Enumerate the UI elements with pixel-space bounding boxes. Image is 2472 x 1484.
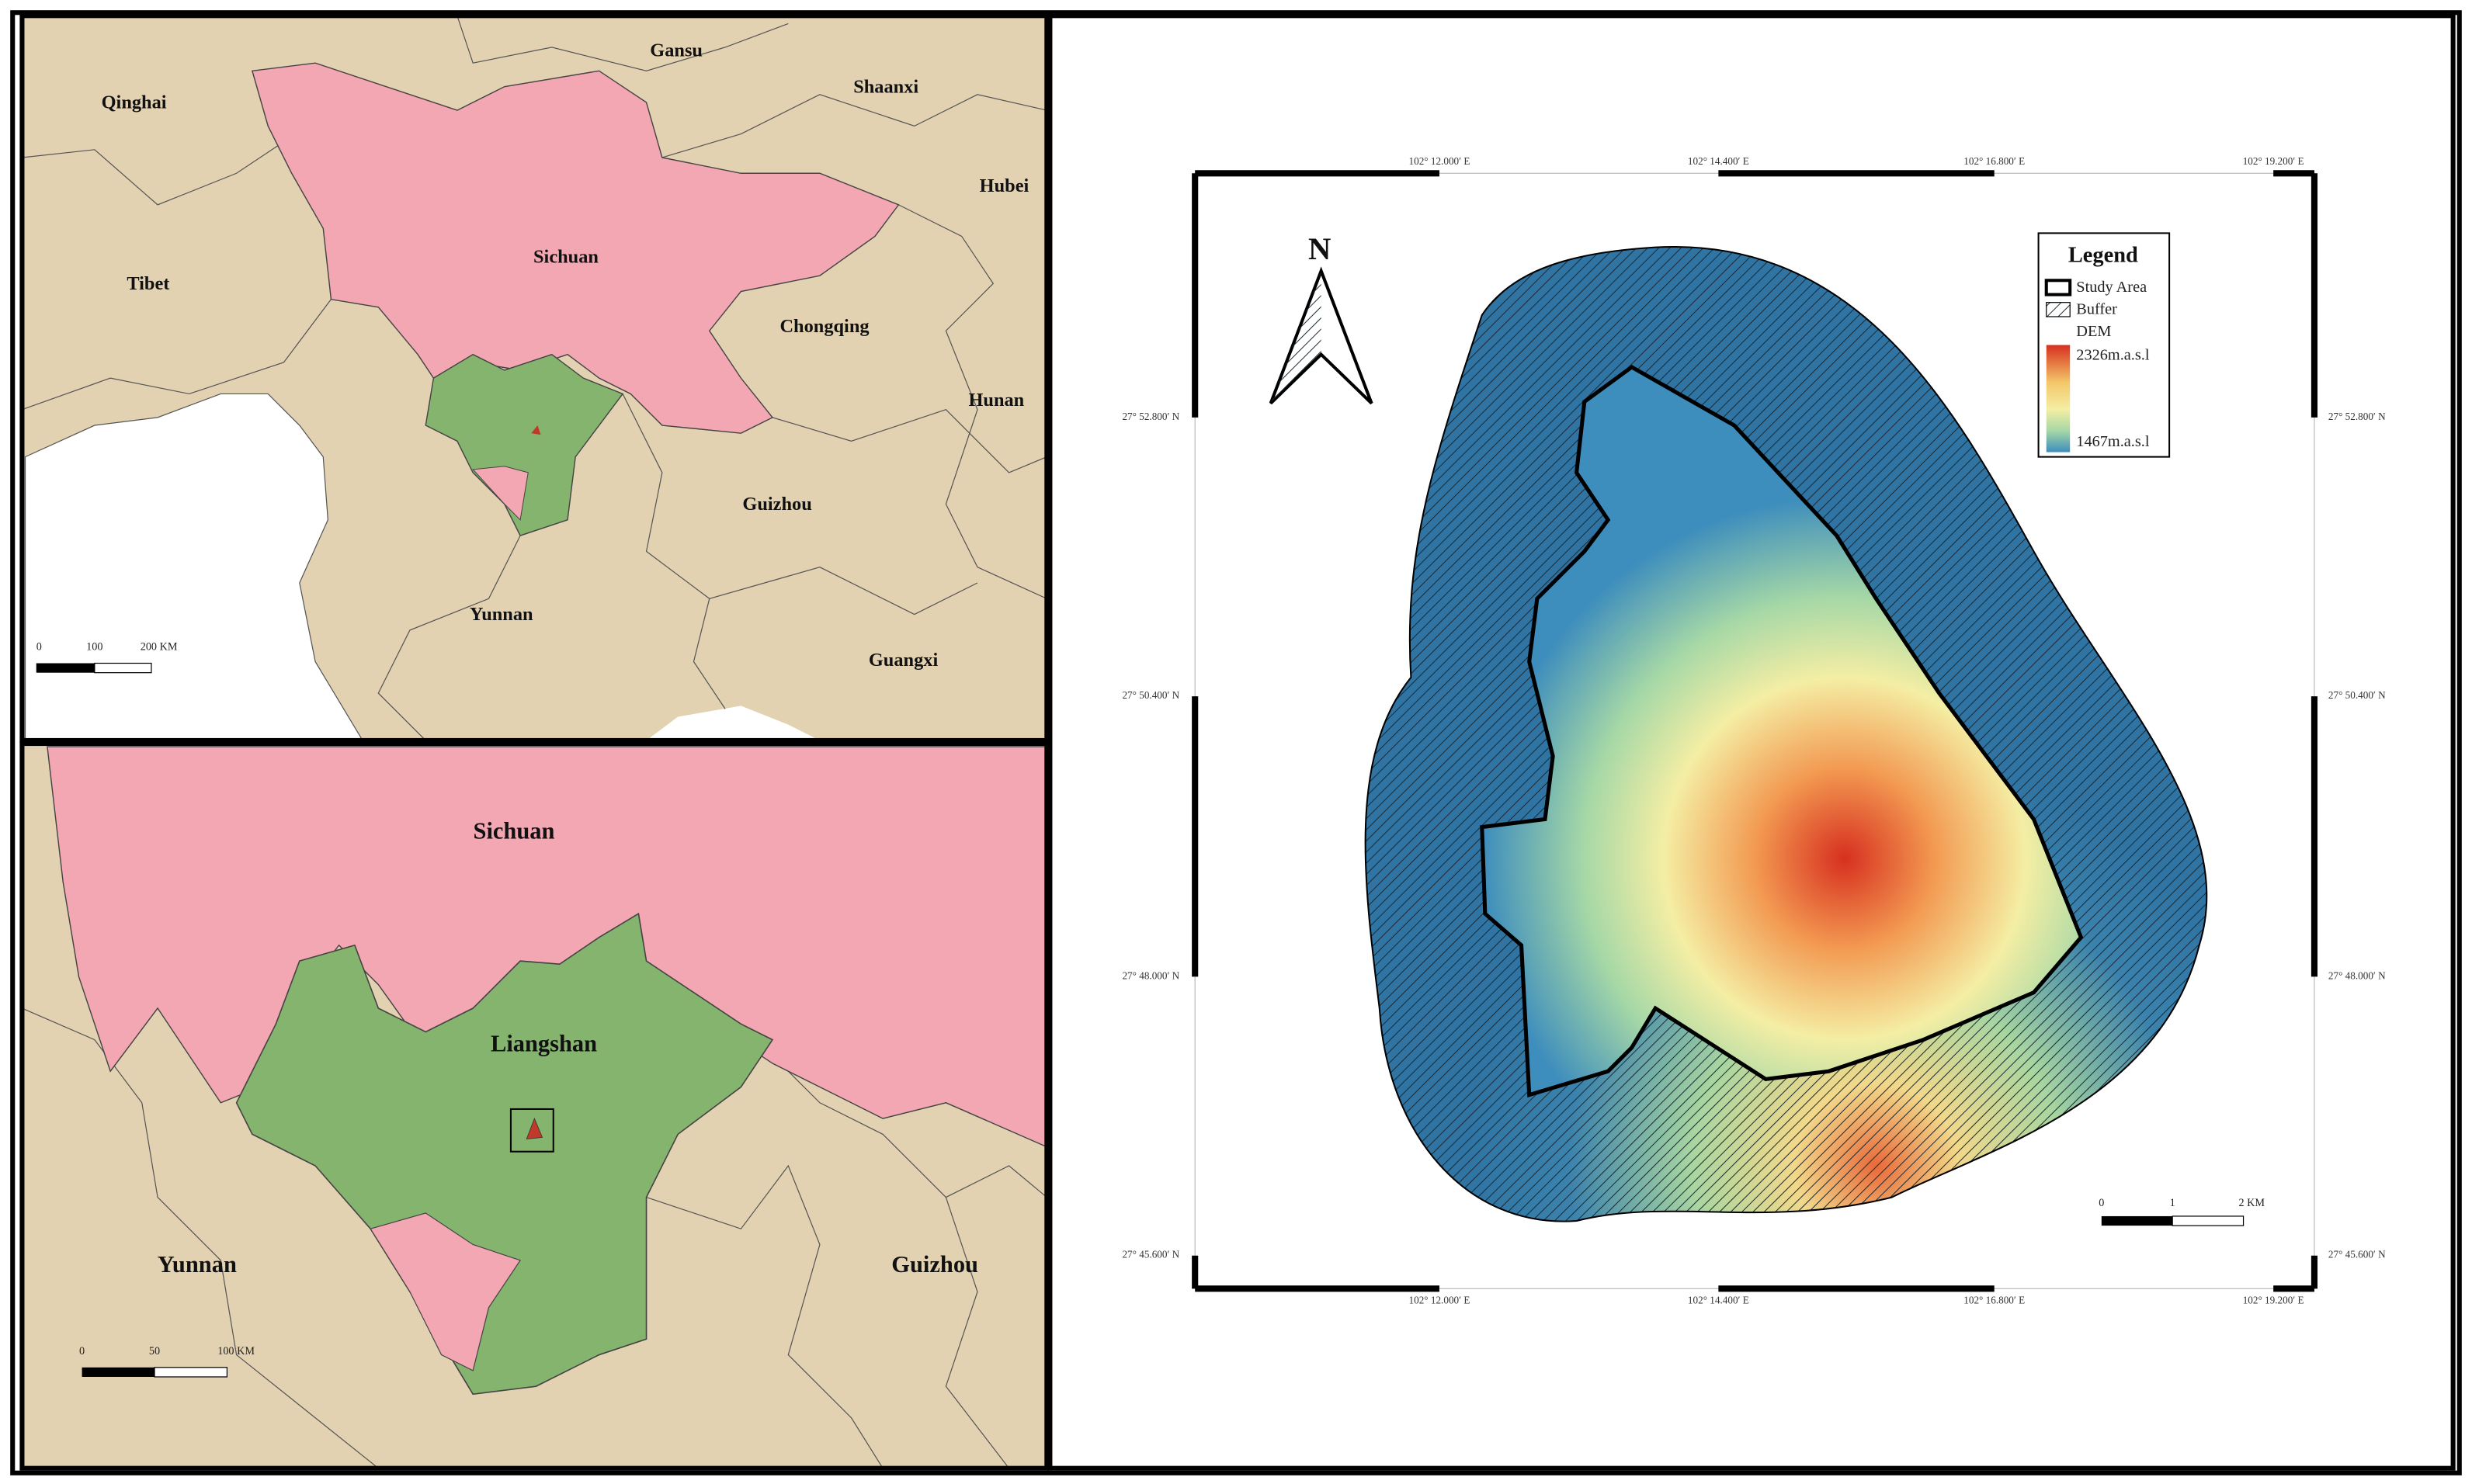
place-label: Guizhou bbox=[742, 494, 811, 515]
legend-item: Buffer bbox=[2076, 301, 2117, 318]
sichuan bbox=[251, 62, 900, 434]
legend-dem-max: 2326m.a.s.l bbox=[2076, 346, 2150, 363]
scale-label: 0 bbox=[36, 640, 42, 653]
y-coordinate: 27° 48.000′ N bbox=[2328, 969, 2386, 981]
y-coordinate: 27° 48.000′ N bbox=[1122, 969, 1179, 981]
scale-label: 2 KM bbox=[2238, 1197, 2265, 1209]
place-label: Guangxi bbox=[869, 650, 939, 671]
x-coordinate: 102° 14.400′ E bbox=[1688, 1295, 1749, 1306]
x-coordinate: 102° 16.800′ E bbox=[1963, 1295, 2025, 1306]
boundary bbox=[22, 1007, 379, 1468]
y-coordinate: 27° 52.800′ N bbox=[1122, 411, 1179, 422]
place-label: Gansu bbox=[650, 40, 703, 61]
scale-bar bbox=[154, 1367, 228, 1378]
boundary bbox=[772, 409, 1047, 473]
place-label: Hubei bbox=[980, 175, 1029, 196]
x-coordinate: 102° 14.400′ E bbox=[1688, 155, 1749, 167]
scale-label: 0 bbox=[79, 1345, 85, 1357]
overview-map bbox=[22, 16, 1047, 740]
study-extent bbox=[509, 1108, 554, 1153]
place-label: Sichuan bbox=[533, 246, 599, 267]
place-label: Qinghai bbox=[102, 92, 167, 113]
scale-label: 100 bbox=[86, 640, 102, 653]
boundary bbox=[945, 1197, 1010, 1468]
study-site bbox=[531, 425, 541, 435]
legend-buffer-symbol bbox=[2046, 302, 2071, 317]
scale-bar bbox=[2101, 1215, 2173, 1226]
x-coordinate: 102° 12.000′ E bbox=[1409, 1295, 1470, 1306]
legend-dem-ramp bbox=[2046, 345, 2071, 452]
panel-frame bbox=[19, 13, 1050, 744]
place-label: Yunnan bbox=[470, 604, 533, 625]
x-coordinate: 102° 19.200′ E bbox=[2243, 155, 2304, 167]
boundary bbox=[377, 535, 521, 740]
north-arrow-shade bbox=[1270, 271, 1321, 404]
sea-area bbox=[646, 706, 820, 740]
y-coordinate: 27° 50.400′ N bbox=[1122, 689, 1179, 701]
scale-label: 100 KM bbox=[217, 1345, 255, 1357]
scale-bar bbox=[36, 663, 95, 673]
scale-bar bbox=[94, 662, 152, 674]
y-coordinate: 27° 50.400′ N bbox=[2328, 689, 2386, 701]
y-coordinate: 27° 52.800′ N bbox=[2328, 411, 2386, 422]
place-label: Hunan bbox=[968, 390, 1024, 411]
y-coordinate: 27° 45.600′ N bbox=[1122, 1249, 1179, 1260]
boundary bbox=[457, 16, 789, 71]
legend-item: Study Area bbox=[2076, 279, 2147, 296]
scale-label: 1 bbox=[2170, 1197, 2175, 1209]
boundary bbox=[22, 141, 284, 206]
x-coordinate: 102° 12.000′ E bbox=[1409, 155, 1470, 167]
legend-study-symbol bbox=[2044, 279, 2072, 296]
boundary bbox=[740, 1023, 1047, 1198]
legend-title: Legend bbox=[2068, 243, 2138, 267]
boundary bbox=[661, 94, 1047, 158]
place-label: Tibet bbox=[127, 273, 169, 294]
study-site bbox=[526, 1118, 543, 1139]
place-label: Yunnan bbox=[158, 1251, 237, 1278]
north-label: N bbox=[1308, 231, 1331, 266]
scale-label: 200 KM bbox=[141, 640, 178, 653]
boundary bbox=[898, 204, 1047, 599]
neatline bbox=[1192, 170, 2318, 1292]
place-label: Chongqing bbox=[779, 316, 869, 337]
y-coordinate: 27° 45.600′ N bbox=[2328, 1249, 2386, 1260]
panel-frame bbox=[19, 740, 1050, 1471]
regional-map bbox=[22, 744, 1047, 1468]
x-coordinate: 102° 19.200′ E bbox=[2243, 1295, 2304, 1306]
scale-bar bbox=[2172, 1215, 2245, 1226]
scale-label: 50 bbox=[149, 1345, 160, 1357]
sea-area bbox=[24, 393, 363, 740]
legend-dem-min: 1467m.a.s.l bbox=[2076, 433, 2150, 450]
x-coordinate: 102° 16.800′ E bbox=[1963, 155, 2025, 167]
place-label: Shaanxi bbox=[853, 76, 918, 97]
place-label: Liangshan bbox=[491, 1031, 597, 1057]
liangshan bbox=[425, 353, 624, 536]
scale-label: 0 bbox=[2099, 1197, 2104, 1209]
boundary bbox=[646, 1164, 884, 1468]
sichuan-part bbox=[370, 1212, 522, 1371]
place-label: Sichuan bbox=[474, 818, 555, 844]
boundary bbox=[693, 598, 726, 709]
legend-item: DEM bbox=[2076, 323, 2111, 340]
sichuan-part bbox=[472, 466, 529, 521]
boundary bbox=[22, 299, 332, 411]
scale-bar bbox=[82, 1367, 154, 1377]
place-label: Guizhou bbox=[891, 1251, 978, 1278]
